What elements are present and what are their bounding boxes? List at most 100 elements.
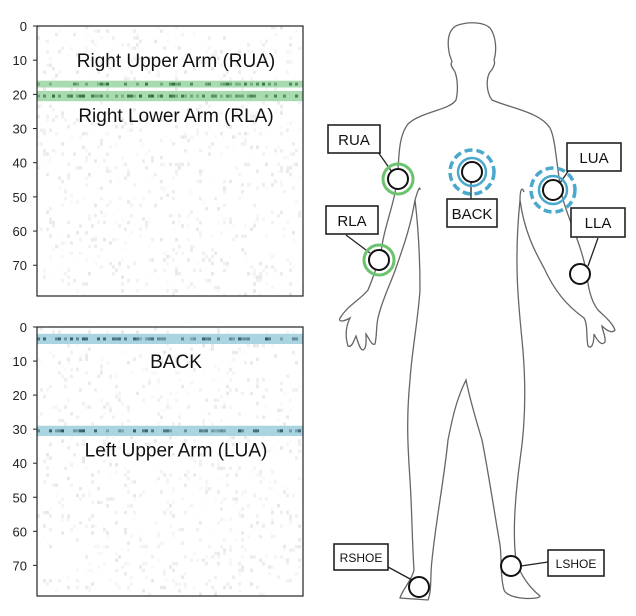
sensor-rla[interactable]: RLA (325, 205, 396, 277)
heatmap-cell (199, 487, 202, 491)
heatmap-cell (277, 170, 280, 173)
heatmap-cell (100, 358, 103, 361)
heatmap-cell (109, 374, 112, 379)
sensor-rua[interactable]: RUA (327, 124, 415, 196)
heatmap-cell (70, 367, 73, 372)
heatmap-cell (112, 40, 115, 43)
heatmap-cell (178, 162, 181, 167)
heatmap-cell (214, 53, 217, 57)
heatmap-cell (58, 245, 61, 248)
y-tick-label: 70 (13, 258, 27, 273)
heatmap-cell (100, 101, 103, 105)
heatmap-cell (127, 265, 130, 269)
heatmap-cell (298, 449, 301, 453)
heatmap-cell (88, 517, 91, 522)
heatmap-cell (64, 337, 67, 341)
sensor-back[interactable]: BACK (446, 148, 498, 228)
heatmap-cell (49, 234, 52, 238)
heatmap-cell (52, 77, 55, 80)
heatmap-cell (94, 234, 97, 237)
sensor-marker-icon (408, 576, 430, 598)
heatmap-cell (46, 210, 49, 214)
heatmap-cell (127, 94, 130, 98)
heatmap-cell (94, 159, 97, 163)
heatmap-cell (202, 170, 205, 173)
heatmap-cell (286, 128, 289, 132)
heatmap-cell (235, 473, 238, 477)
heatmap-cell (85, 524, 88, 528)
heatmap-cell (142, 589, 145, 593)
sensor-lla[interactable]: LLA (569, 207, 626, 285)
heatmap-cell (175, 162, 178, 167)
heatmap-cell (205, 131, 208, 136)
heatmap-cell (76, 166, 79, 170)
heatmap-cell (127, 541, 130, 545)
heatmap-cell (292, 186, 295, 191)
heatmap-cell (190, 504, 193, 508)
heatmap-cell (292, 330, 295, 333)
heatmap-cell (151, 555, 154, 559)
heatmap-cell (115, 470, 118, 473)
heatmap-cell (202, 452, 205, 457)
heatmap-cell (232, 237, 235, 242)
row-label: Right Upper Arm (RUA) (77, 51, 276, 72)
heatmap-cell (52, 405, 55, 409)
heatmap-cell (235, 234, 238, 238)
heatmap-cell (127, 129, 130, 132)
heatmap-cell (118, 207, 121, 210)
heatmap-cell (241, 180, 244, 183)
heatmap-cell (253, 121, 256, 126)
heatmap-cell (160, 94, 163, 98)
heatmap-cell (79, 497, 82, 501)
heatmap-cell (46, 582, 49, 586)
heatmap-cell (211, 429, 214, 433)
heatmap-cell (61, 114, 64, 119)
heatmap-cell (223, 73, 226, 78)
heatmap-cell (148, 286, 151, 289)
heatmap-cell (139, 493, 142, 498)
heatmap-cell (136, 33, 139, 36)
heatmap-cell (67, 514, 70, 518)
heatmap-cell (256, 361, 259, 364)
sensor-lshoe[interactable]: LSHOE (500, 549, 605, 577)
heatmap-cell (202, 422, 205, 426)
heatmap-cell (292, 337, 295, 341)
heatmap-cell (187, 470, 190, 474)
heatmap-cell (226, 391, 229, 396)
heatmap-cell (193, 367, 196, 372)
sensor-rshoe[interactable]: RSHOE (333, 543, 430, 598)
heatmap-cell (256, 514, 259, 518)
heatmap-cell (172, 504, 175, 507)
heatmap-cell (94, 56, 97, 61)
sensor-lua[interactable]: LUA (529, 142, 622, 214)
heatmap-cell (265, 88, 268, 91)
heatmap-cell (217, 330, 220, 334)
heatmap-cell (184, 585, 187, 590)
heatmap-cell (124, 351, 127, 354)
heatmap-cell (46, 172, 49, 177)
heatmap-cell (166, 289, 169, 293)
heatmap-cell (166, 33, 169, 36)
heatmap-cell (124, 510, 127, 515)
heatmap-cell (295, 456, 298, 460)
heatmap-cell (133, 183, 136, 187)
heatmap-cell (226, 94, 229, 98)
heatmap-cell (127, 77, 130, 81)
heatmap-cell (175, 268, 178, 273)
heatmap-cell (295, 572, 298, 576)
heatmap-cell (289, 578, 292, 583)
heatmap-cell (127, 172, 130, 177)
sensor-marker-icon (542, 179, 564, 201)
heatmap-cell (163, 350, 166, 355)
heatmap-cell (64, 187, 67, 190)
heatmap-cell (178, 422, 181, 426)
heatmap-cell (139, 565, 142, 569)
heatmap-cell (184, 132, 187, 135)
heatmap-cell (127, 562, 130, 565)
heatmap-cell (49, 245, 52, 248)
heatmap-cell (67, 125, 70, 129)
heatmap-cell (208, 347, 211, 350)
heatmap-cell (214, 285, 217, 290)
heatmap-cell (40, 227, 43, 232)
heatmap-cell (226, 395, 229, 398)
